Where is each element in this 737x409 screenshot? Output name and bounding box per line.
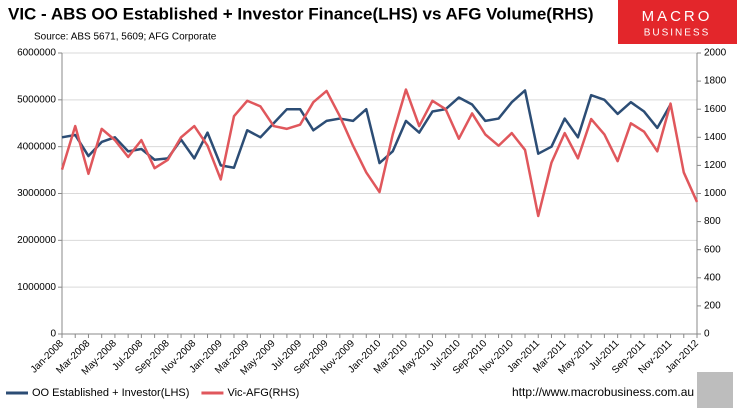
y2-tick-label: 0 [704, 329, 710, 340]
y-tick-label: 0 [50, 329, 56, 340]
y2-tick-label: 1200 [704, 160, 727, 171]
y2-tick-label: 1800 [704, 76, 727, 87]
footer-url: http://www.macrobusiness.com.au [512, 385, 694, 399]
y-tick-label: 1000000 [17, 282, 56, 293]
y2-tick-label: 400 [704, 272, 721, 283]
legend-label: OO Established + Investor(LHS) [32, 387, 189, 399]
chart-subtitle: Source: ABS 5671, 5609; AFG Corporate [34, 32, 217, 43]
logo-line2: BUSINESS [644, 28, 711, 39]
legend-label: Vic-AFG(RHS) [227, 387, 299, 399]
series-line [60, 88, 699, 218]
y-tick-label: 2000000 [17, 235, 56, 246]
y-tick-label: 5000000 [17, 94, 56, 105]
logo-icon [697, 372, 733, 408]
y2-tick-label: 1600 [704, 104, 727, 115]
logo-box [618, 0, 737, 44]
y-tick-label: 3000000 [17, 188, 56, 199]
chart-title: VIC - ABS OO Established + Investor Fina… [8, 4, 594, 23]
y2-tick-label: 600 [704, 244, 721, 255]
y-tick-label: 6000000 [17, 48, 56, 59]
logo-line1: MACRO [642, 8, 713, 25]
y2-tick-label: 200 [704, 301, 721, 312]
y-tick-label: 4000000 [17, 141, 56, 152]
y2-tick-label: 1400 [704, 132, 727, 143]
y2-tick-label: 800 [704, 216, 721, 227]
series-line [61, 89, 672, 169]
y2-tick-label: 2000 [704, 48, 727, 59]
y2-tick-label: 1000 [704, 188, 727, 199]
